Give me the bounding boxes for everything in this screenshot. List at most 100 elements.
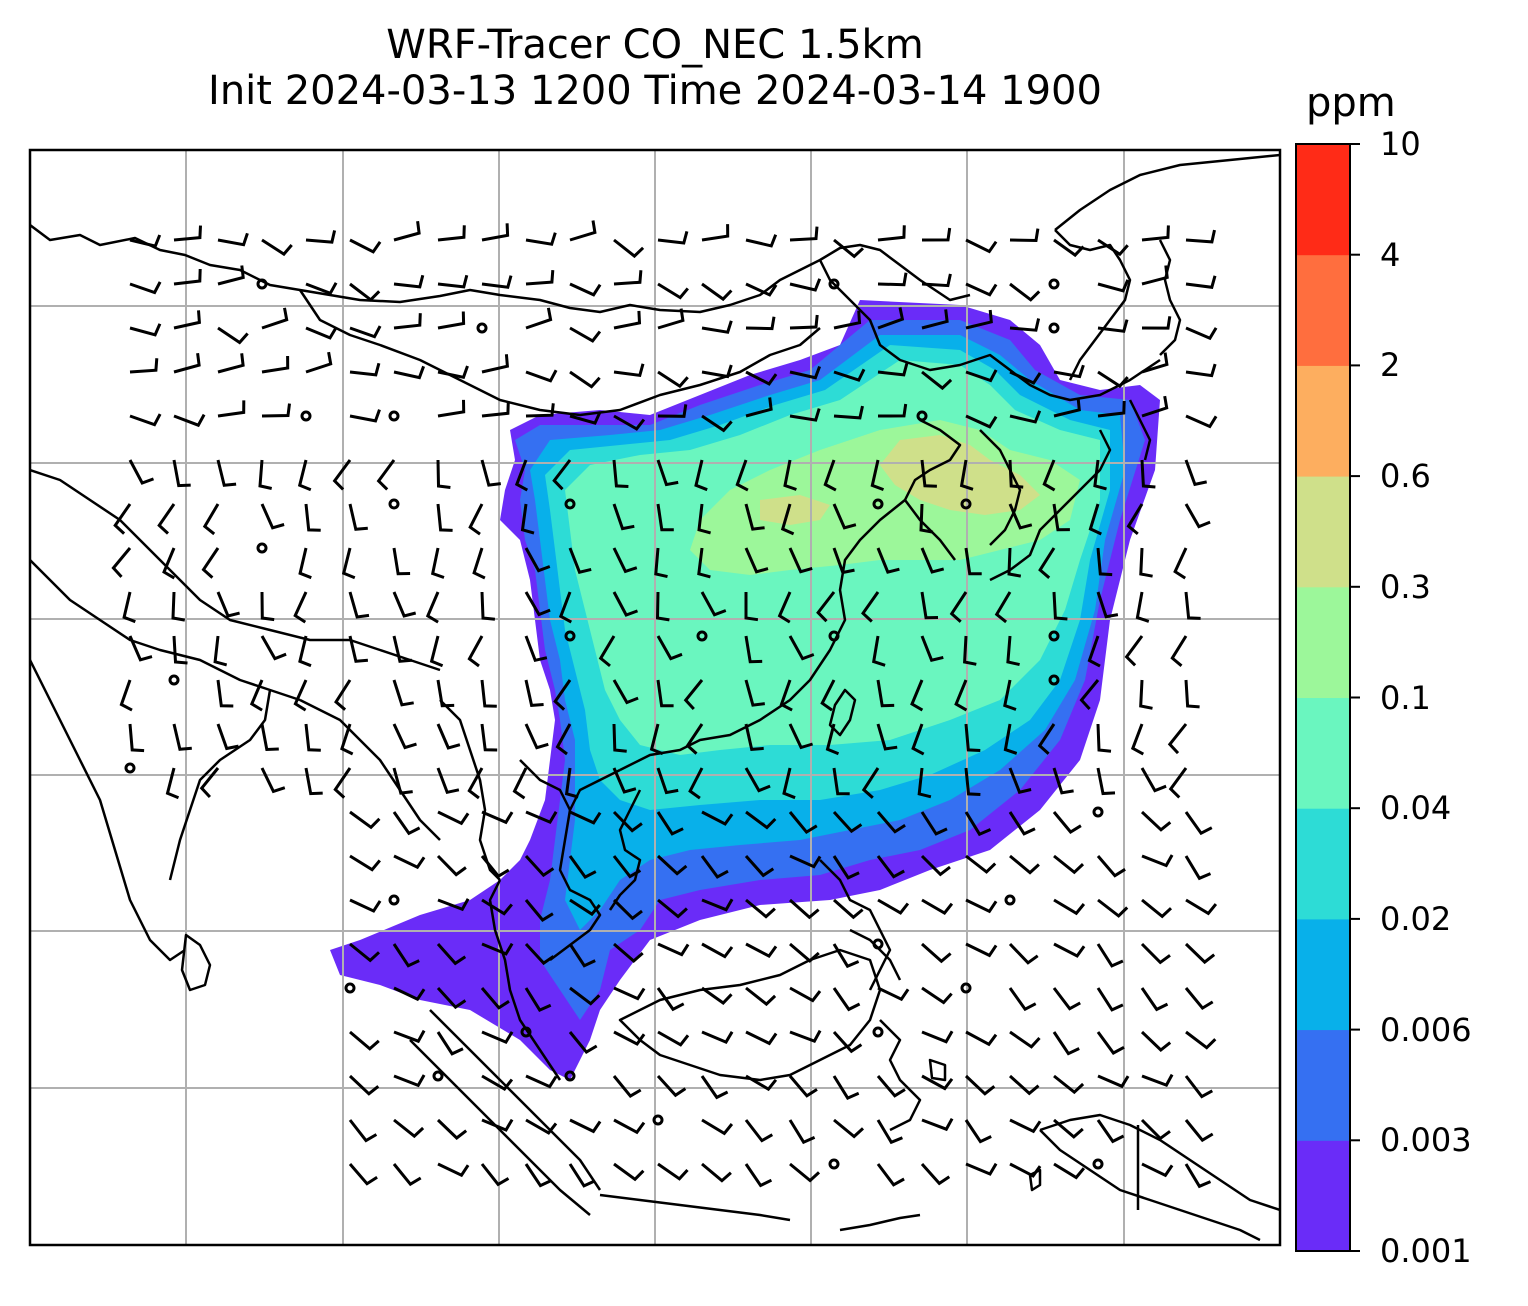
calm-wind-marker [520, 1026, 532, 1038]
wind-barb [481, 1030, 514, 1044]
wind-barb [119, 679, 133, 712]
wind-barb [921, 273, 952, 288]
calm-wind-marker [1004, 894, 1016, 906]
wind-barb [162, 547, 176, 580]
wind-barb [657, 942, 690, 957]
wind-barb [744, 1119, 774, 1143]
calm-wind-marker [872, 1026, 884, 1038]
wind-barb [744, 635, 763, 664]
colorbar-tick-label: 0.006 [1380, 1010, 1472, 1049]
wind-barb [480, 591, 496, 621]
wind-barb [216, 723, 239, 751]
wind-barb [1053, 854, 1085, 875]
wind-barb [965, 369, 998, 383]
wind-barb [877, 986, 910, 1002]
wind-barb [833, 310, 862, 330]
wind-barb [1185, 414, 1218, 429]
wind-barb [333, 767, 352, 799]
wind-barb [1053, 364, 1085, 379]
wind-barb [921, 370, 953, 391]
wind-barb [656, 1074, 687, 1098]
wind-barb [780, 503, 795, 536]
wind-barb [700, 855, 729, 879]
wind-barb [701, 898, 734, 912]
wind-barb [1141, 265, 1169, 286]
wind-barb [481, 354, 510, 374]
wind-barb [1009, 410, 1042, 424]
wind-barb [341, 547, 356, 580]
wind-barb [524, 987, 552, 1012]
wind-barb [1096, 987, 1124, 1012]
calm-wind-marker [124, 762, 136, 774]
wind-barb [788, 811, 818, 835]
wind-barb [1007, 547, 1022, 578]
wind-barb [213, 635, 228, 667]
wind-barb [201, 547, 220, 579]
wind-barb [524, 942, 555, 966]
wind-barb [1009, 318, 1041, 332]
wind-barb [1097, 319, 1129, 333]
wind-barb [832, 503, 857, 530]
wind-barb [965, 414, 998, 429]
wind-barb [745, 1074, 778, 1092]
wind-barb [701, 1118, 734, 1136]
wind-barb [217, 232, 249, 247]
wind-barb [298, 547, 312, 580]
wind-barb [876, 679, 895, 708]
wind-barb [429, 635, 444, 668]
wind-barb [1096, 591, 1119, 619]
wind-barb [701, 986, 733, 1005]
wind-barb [392, 723, 417, 750]
wind-barb [877, 307, 905, 330]
wind-barb [697, 547, 711, 579]
wind-barb [779, 679, 793, 712]
wind-barb [789, 365, 822, 380]
wind-barb [480, 855, 510, 879]
wind-barb [481, 275, 513, 289]
wind-barb [657, 1162, 689, 1181]
wind-barb [777, 591, 792, 624]
calm-wind-marker [696, 630, 708, 642]
wind-barb [872, 635, 886, 667]
wind-barb [744, 547, 769, 574]
wind-barb [172, 723, 192, 751]
wind-barb [1185, 275, 1217, 289]
calm-wind-marker [168, 674, 180, 686]
wind-barb [481, 401, 510, 418]
wind-barb [480, 679, 497, 708]
wind-barb [261, 307, 289, 330]
wind-barb [173, 268, 202, 286]
colorbar-units: ppm [1306, 80, 1396, 126]
wind-barb [870, 459, 885, 492]
wind-barb [568, 1163, 596, 1188]
wind-barb [349, 325, 382, 339]
wind-barb [964, 547, 982, 576]
wind-barb [683, 679, 704, 711]
wind-barb [249, 679, 264, 712]
wind-barb [348, 635, 369, 663]
wind-barb [1097, 1074, 1130, 1089]
wind-barb [524, 1163, 552, 1188]
wind-barb [1096, 1119, 1125, 1144]
wind-barb [613, 363, 645, 378]
wind-barb [701, 810, 734, 826]
wind-barb [965, 309, 993, 330]
wind-barb [649, 723, 664, 756]
wind-barb [348, 503, 368, 531]
wind-barb [1008, 767, 1032, 794]
colorbar-tick-label: 10 [1380, 125, 1421, 163]
wind-barb [921, 942, 952, 964]
wind-barb [392, 943, 420, 968]
wind-barb [744, 855, 775, 878]
wind-barb [171, 591, 186, 622]
colorbar-tick-label: 0.001 [1380, 1232, 1472, 1270]
wind-barb [744, 592, 759, 622]
wind-barb [569, 986, 601, 1006]
wind-barb [921, 1117, 954, 1132]
calm-wind-marker [828, 1158, 840, 1170]
wind-barb [1053, 898, 1086, 916]
wind-barb [1097, 370, 1129, 389]
wind-barb [656, 679, 674, 708]
wind-barb [261, 355, 290, 374]
wind-barb [304, 503, 321, 532]
